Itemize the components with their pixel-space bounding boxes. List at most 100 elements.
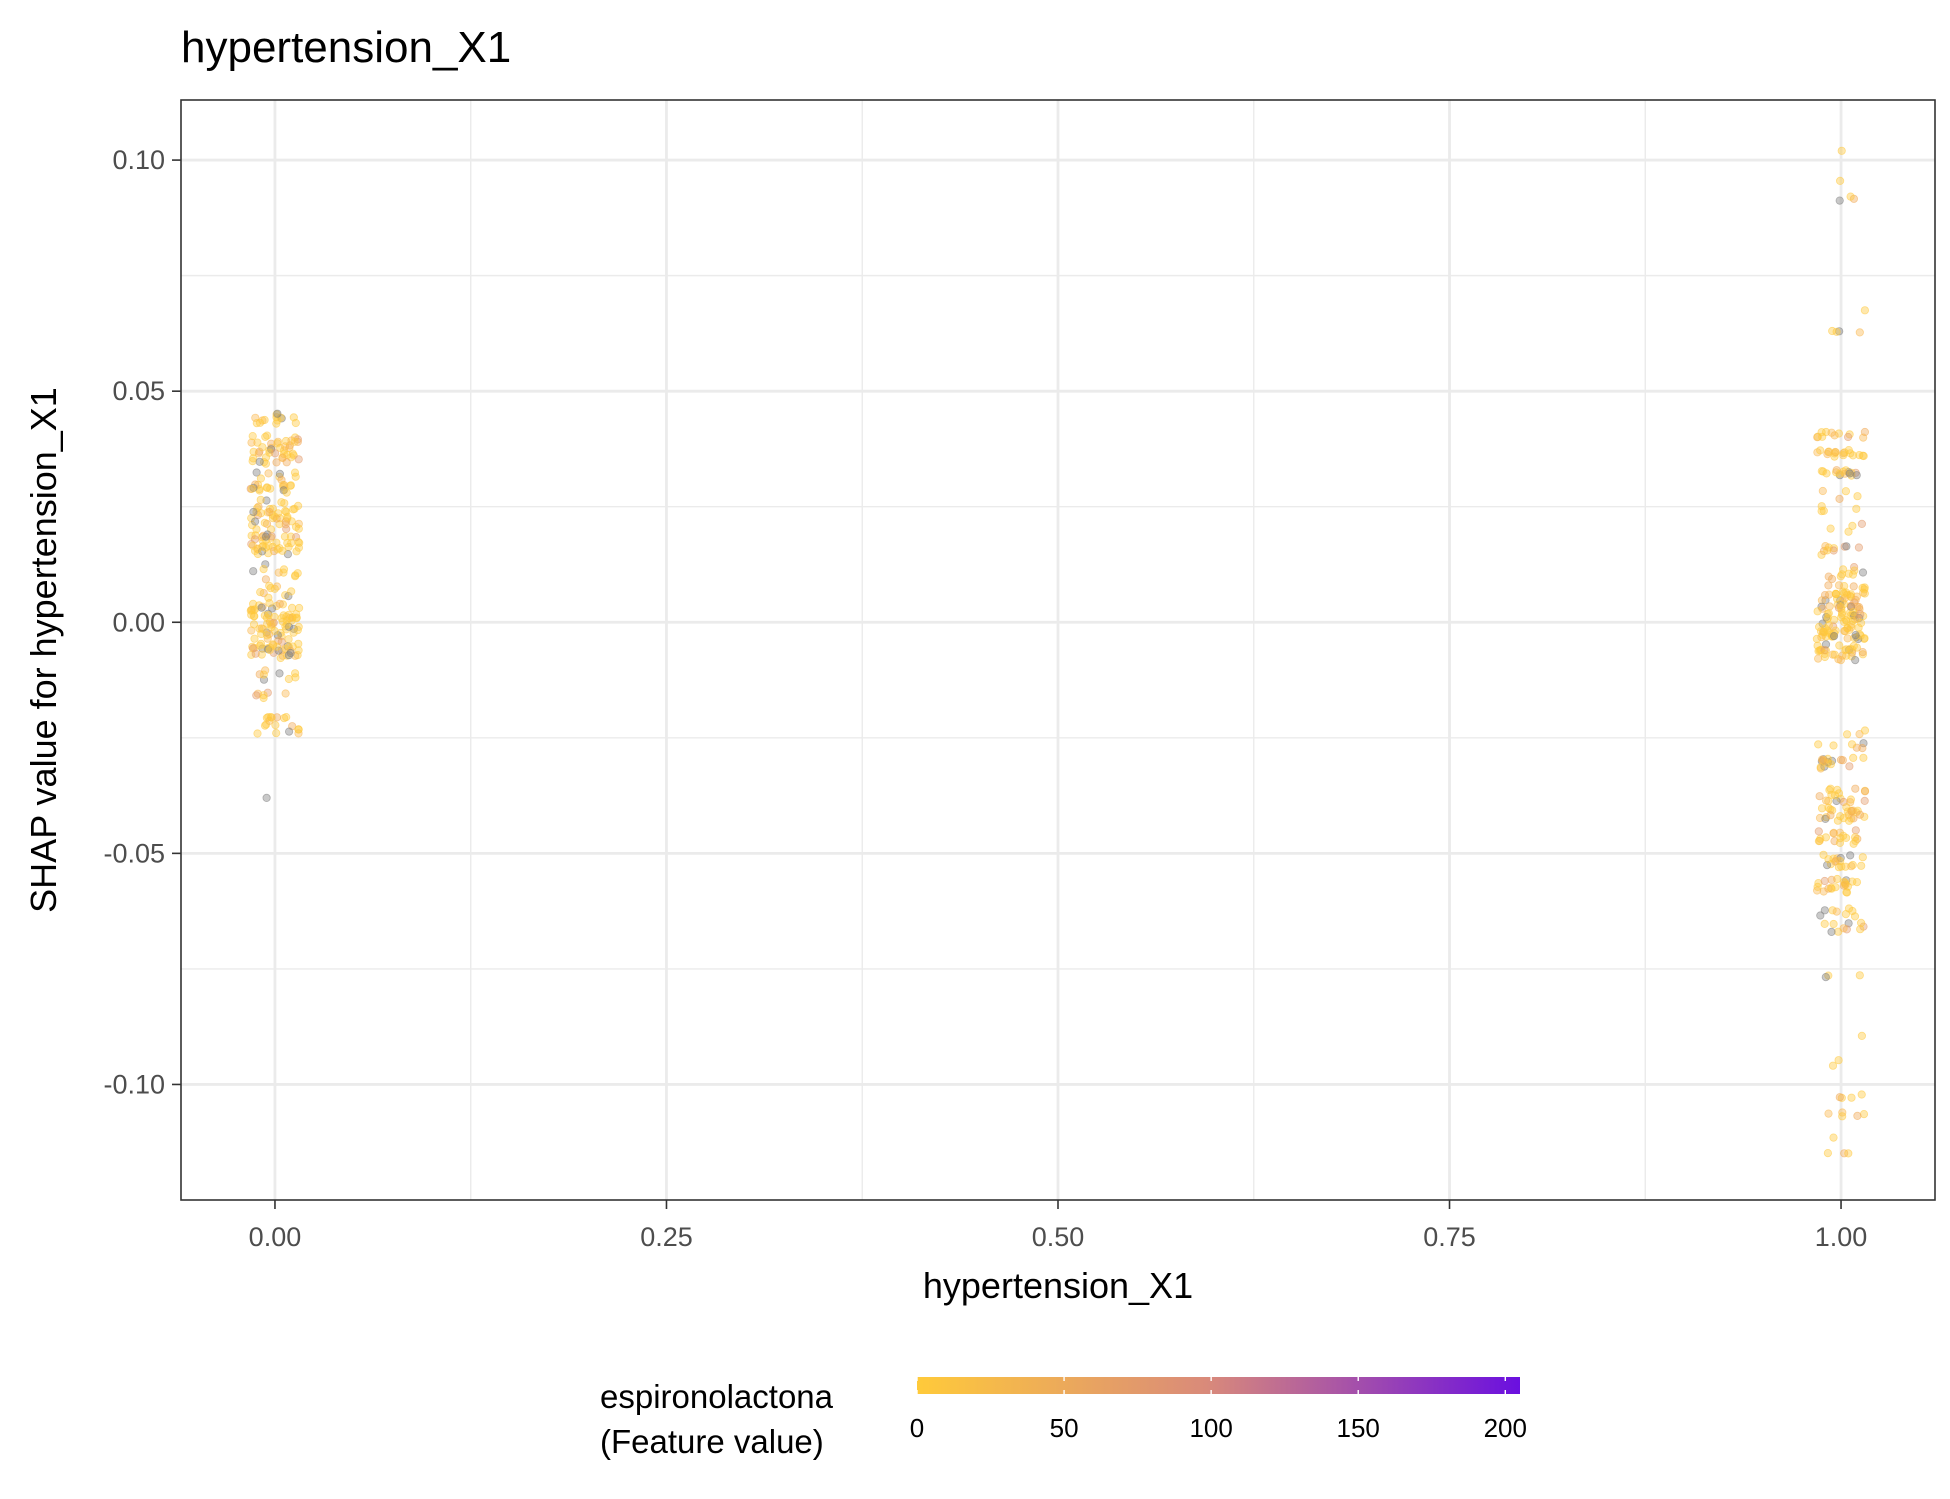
scatter-point [278, 600, 287, 609]
scatter-point [1816, 446, 1825, 455]
scatter-point [253, 729, 262, 738]
scatter-point [1820, 590, 1830, 600]
scatter-point [291, 472, 300, 481]
scatter-point [1842, 833, 1851, 843]
scatter-point [248, 605, 257, 615]
scatter-point [1836, 853, 1845, 863]
scatter-point [266, 583, 275, 593]
scatter-point [1834, 1056, 1843, 1065]
scatter-point [1817, 506, 1826, 516]
scatter-point [1859, 1110, 1869, 1119]
scatter-point [1820, 919, 1829, 929]
scatter-point [281, 517, 291, 526]
scatter-point [1830, 629, 1839, 638]
scatter-point [282, 488, 291, 497]
scatter-point [283, 512, 292, 522]
scatter-point [1852, 471, 1861, 480]
y-tick-label: -0.10 [103, 1069, 165, 1099]
scatter-point [1855, 328, 1864, 337]
scatter-point [1846, 192, 1855, 201]
scatter-point [261, 459, 270, 468]
scatter-point [261, 560, 270, 569]
scatter-point [1822, 469, 1831, 478]
scatter-point [1825, 602, 1834, 611]
scatter-point [1859, 739, 1868, 748]
scatter-point [1853, 1111, 1862, 1121]
scatter-point [290, 468, 300, 477]
scatter-point [1857, 861, 1866, 870]
scatter-point [1847, 807, 1856, 816]
scatter-point [1815, 622, 1824, 632]
scatter-point [1839, 924, 1848, 933]
scatter-point [294, 537, 303, 547]
scatter-point [256, 587, 265, 597]
scatter-point [267, 713, 276, 722]
scatter-point [1848, 860, 1857, 870]
scatter-point [250, 535, 259, 544]
scatter-point [259, 670, 268, 679]
scatter-point [1834, 581, 1844, 590]
scatter-point [1851, 784, 1860, 793]
legend-tick-label: 0 [910, 1413, 924, 1443]
scatter-point [294, 639, 303, 648]
scatter-point [1857, 1031, 1867, 1041]
scatter-point [1821, 541, 1830, 551]
scatter-point [261, 453, 271, 462]
scatter-point [1823, 754, 1832, 764]
scatter-point [264, 469, 273, 478]
scatter-point [1858, 650, 1868, 659]
scatter-point [1813, 432, 1822, 441]
scatter-point [1858, 583, 1867, 593]
scatter-point [292, 547, 301, 556]
scatter-point [1832, 327, 1841, 336]
scatter-point [1854, 543, 1864, 552]
scatter-point [265, 645, 274, 655]
scatter-point [272, 642, 281, 651]
scatter-point [262, 793, 271, 803]
scatter-point [287, 587, 296, 596]
scatter-point [1829, 1133, 1838, 1142]
legend-tick-label: 150 [1337, 1413, 1380, 1443]
scatter-point [1816, 763, 1825, 772]
y-tick-label: 0.10 [112, 145, 165, 175]
scatter-point [1856, 925, 1865, 934]
scatter-point [277, 498, 286, 507]
scatter-point [294, 622, 303, 632]
scatter-point [261, 543, 270, 552]
scatter-point [1834, 863, 1844, 872]
scatter-point [1819, 887, 1828, 896]
scatter-point [275, 669, 284, 678]
scatter-point [1857, 618, 1866, 628]
scatter-point [261, 575, 270, 584]
scatter-point [275, 599, 284, 608]
x-axis-ticks: 0.00 0.25 0.50 0.75 1.00 [249, 1200, 1868, 1252]
scatter-point [260, 611, 269, 620]
scatter-point [1824, 855, 1833, 864]
scatter-point [1842, 645, 1851, 654]
scatter-point [1842, 888, 1852, 897]
x-tick-label: 1.00 [1815, 1222, 1868, 1252]
scatter-point [284, 674, 293, 684]
scatter-point [1820, 906, 1829, 915]
scatter-point [262, 519, 272, 529]
scatter-point [1839, 881, 1848, 890]
scatter-point [248, 431, 257, 441]
scatter-point [1850, 912, 1860, 921]
scatter-point [1847, 740, 1857, 749]
chart-title: hypertension_X1 [181, 23, 511, 72]
scatter-point [281, 689, 290, 698]
scatter-point [1838, 756, 1847, 765]
scatter-point [1823, 546, 1832, 555]
scatter-point [1846, 449, 1855, 458]
scatter-point [1813, 607, 1822, 616]
scatter-point [257, 603, 266, 612]
scatter-point [1851, 655, 1860, 665]
scatter-point [1824, 803, 1833, 812]
scatter-point [265, 598, 274, 608]
scatter-point [270, 584, 279, 593]
scatter-point [1843, 623, 1852, 633]
scatter-point [1824, 621, 1833, 630]
scatter-point [1846, 591, 1855, 600]
legend-tick-label: 50 [1050, 1413, 1079, 1443]
scatter-point [1825, 590, 1834, 599]
